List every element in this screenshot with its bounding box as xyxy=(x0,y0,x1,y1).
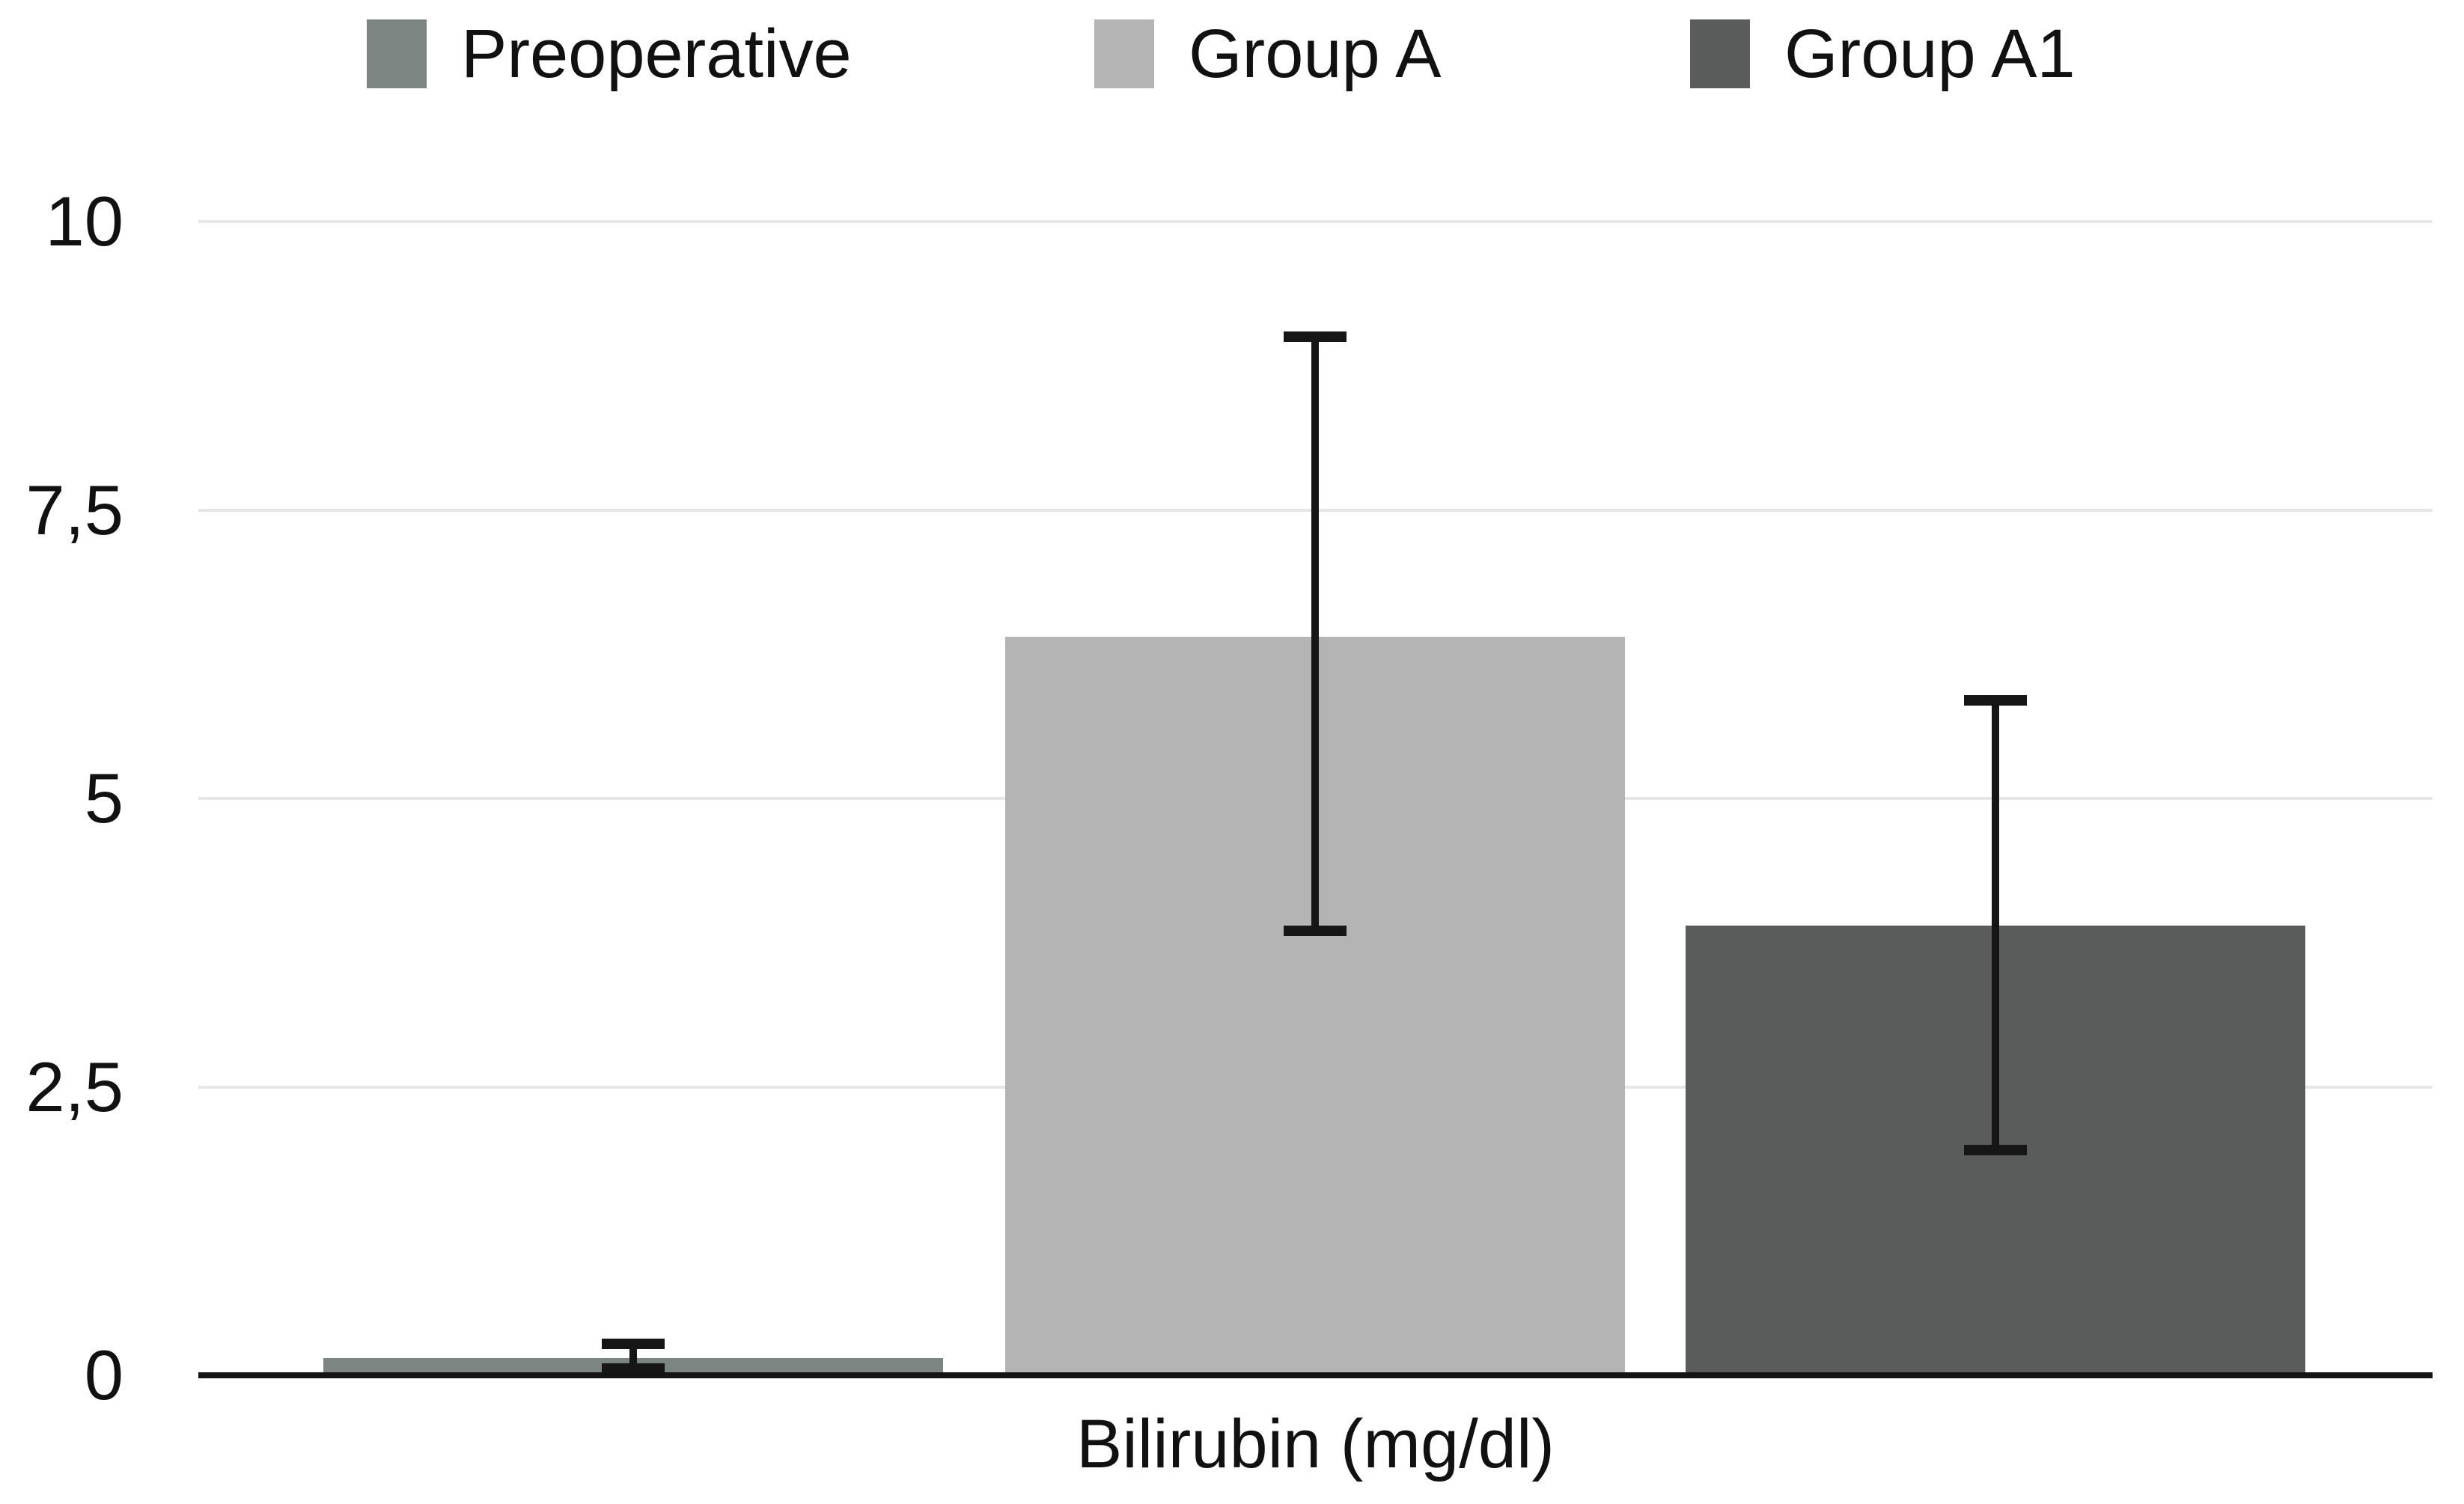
error-cap-bottom xyxy=(1284,926,1347,937)
error-bar-group-a xyxy=(1284,331,1347,937)
x-axis-baseline xyxy=(198,1372,2433,1378)
legend-swatch-group-a xyxy=(1094,19,1154,88)
legend-swatch-preoperative xyxy=(367,19,427,88)
error-cap-top xyxy=(1964,694,2027,706)
bar-group-group-a xyxy=(1005,221,1625,1375)
y-tick-label: 0 xyxy=(84,1336,123,1414)
error-cap-top xyxy=(1284,331,1347,343)
x-axis-title: Bilirubin (mg/dl) xyxy=(1076,1406,1555,1482)
plot-area xyxy=(198,220,2433,1378)
error-cap-bottom xyxy=(602,1363,665,1374)
error-bar-preoperative xyxy=(602,1339,665,1374)
legend-label-group-a: Group A xyxy=(1189,16,1442,92)
legend-swatch-group-a1 xyxy=(1690,19,1750,88)
y-gridline xyxy=(198,220,2433,223)
error-bar-group-a1 xyxy=(1964,694,2027,1156)
legend-label-preoperative: Preoperative xyxy=(461,16,852,92)
y-tick-label: 10 xyxy=(45,182,123,260)
y-tick-label: 2,5 xyxy=(25,1047,123,1126)
legend-label-group-a1: Group A1 xyxy=(1784,16,2076,92)
y-tick-label: 5 xyxy=(84,759,123,837)
legend-item-group-a: Group A xyxy=(1094,16,1442,91)
legend-item-group-a1: Group A1 xyxy=(1690,16,2076,91)
legend-item-preoperative: Preoperative xyxy=(367,16,852,91)
bar-group-group-a1 xyxy=(1686,221,2305,1375)
bar-group-preoperative xyxy=(323,221,943,1375)
y-tick-label: 7,5 xyxy=(25,470,123,549)
error-cap-bottom xyxy=(1964,1145,2027,1156)
y-axis: 10 7,5 5 2,5 0 xyxy=(0,186,123,1410)
error-cap-top xyxy=(602,1339,665,1350)
